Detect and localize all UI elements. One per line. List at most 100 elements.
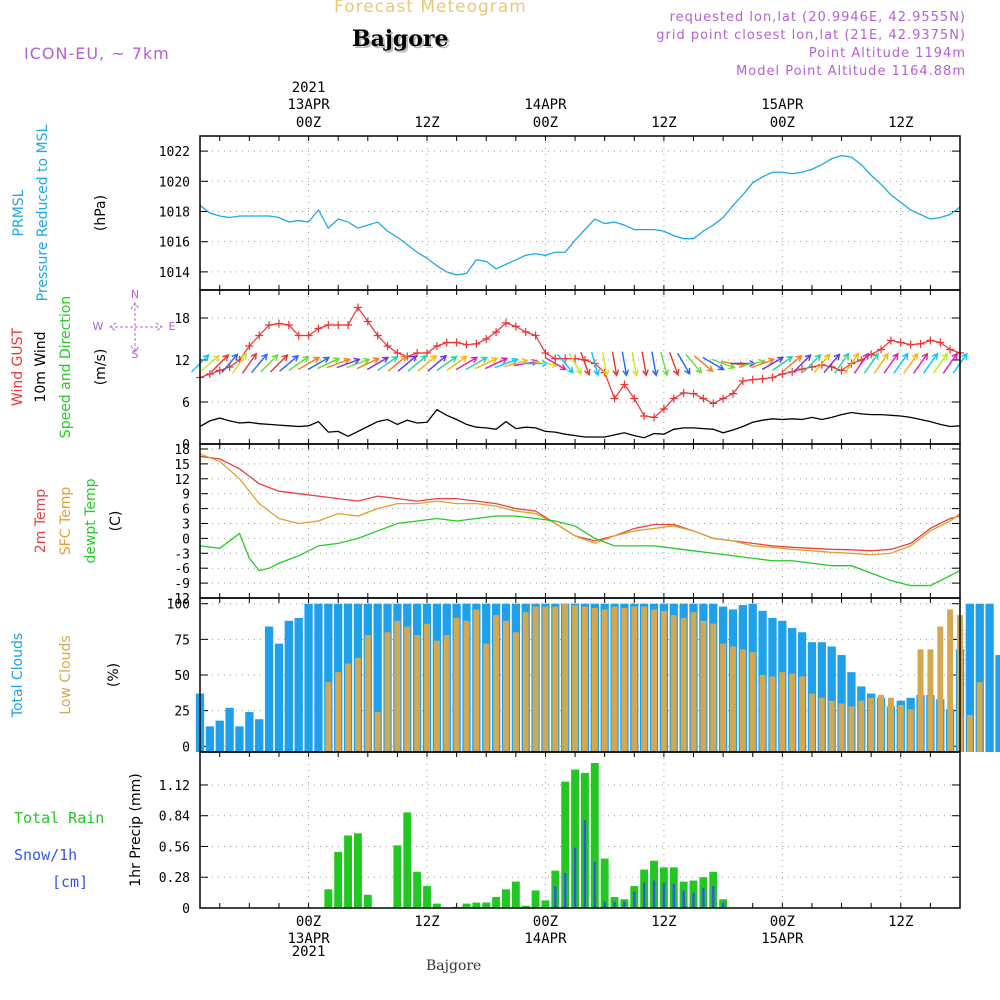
snow-bar: [652, 880, 656, 908]
rain-bar: [324, 889, 333, 908]
wind-arrow: [631, 351, 639, 377]
total-cloud-bar: [995, 655, 1000, 752]
gust-marker: [916, 339, 925, 348]
low-cloud-bar: [897, 704, 904, 752]
gust-marker: [748, 375, 757, 384]
total-cloud-bar: [324, 603, 333, 752]
wind-arrow: [853, 352, 870, 374]
low-cloud-bar: [878, 694, 884, 752]
top-time-label: 12Z: [414, 115, 439, 131]
low-cloud-bar: [611, 606, 618, 752]
gust-marker: [679, 388, 688, 397]
total-cloud-bar: [274, 643, 284, 752]
wind-arrow: [893, 352, 909, 374]
gust-marker: [768, 373, 777, 382]
gust-marker: [255, 331, 264, 340]
snow-bar: [692, 892, 695, 908]
wind-arrow: [377, 355, 399, 371]
y-tick-label: 6: [182, 503, 190, 518]
low-cloud-bar: [838, 703, 845, 752]
snow-bar: [603, 901, 606, 908]
low-cloud-bar: [947, 609, 954, 752]
gust-marker: [778, 370, 787, 378]
low-cloud-bar: [818, 697, 825, 752]
low-cloud-bar: [581, 606, 588, 752]
grid-coords: grid point closest lon,lat (21E, 42.9375…: [656, 28, 966, 43]
y-tick-label: 9: [182, 488, 190, 503]
wind-arrow: [288, 355, 310, 371]
wind-arrow: [455, 356, 479, 371]
gust-marker: [798, 365, 807, 374]
low-cloud-bar: [443, 635, 450, 752]
wind-arrow: [346, 357, 371, 369]
gust-marker: [817, 360, 826, 369]
y-tick-label: 1020: [159, 175, 190, 190]
point-altitude: Point Altitude 1194m: [808, 46, 966, 61]
wind-arrow: [813, 353, 831, 374]
gust-marker: [442, 338, 451, 347]
y-tick-label: 0.28: [159, 871, 190, 886]
wind-arrow: [677, 352, 691, 376]
gust-marker: [620, 380, 629, 389]
rain-bar: [462, 903, 471, 908]
low-cloud-bar: [779, 672, 786, 752]
wind-arrow: [751, 357, 776, 369]
bottom-time-label: 00Z: [296, 914, 321, 930]
low-cloud-bar: [660, 610, 667, 752]
top-date-label: 13APR: [287, 97, 330, 113]
low-cloud-bar: [710, 623, 717, 752]
wind-arrow: [621, 351, 630, 377]
rain-bar: [334, 851, 343, 908]
low-cloud-bar: [621, 607, 628, 752]
label-speed-direction: Speed and Direction: [58, 296, 74, 438]
snow-bar: [583, 820, 587, 908]
wind-arrow: [366, 356, 390, 371]
series-line-prmsl: [199, 154, 961, 276]
y-tick-label: 18: [174, 312, 190, 327]
label-total-clouds: Total Clouds: [10, 633, 26, 718]
compass-e: E: [169, 320, 176, 333]
low-cloud-bar: [680, 617, 687, 752]
top-date-label: 14APR: [524, 97, 567, 113]
compass-n: N: [131, 288, 139, 301]
wind-arrow: [407, 354, 428, 372]
y-tick-label: 1.12: [159, 779, 190, 794]
bottom-date-label: 15APR: [761, 931, 804, 947]
gust-marker: [274, 319, 283, 328]
low-cloud-bar: [384, 632, 391, 752]
wind-arrow: [932, 352, 948, 374]
low-cloud-bar: [858, 700, 865, 752]
rain-bar: [472, 902, 481, 908]
series-line-wind10m: [199, 408, 961, 439]
snow-bar: [554, 886, 557, 908]
y-tick-label: -6: [174, 562, 190, 577]
low-cloud-bar: [493, 615, 500, 752]
label-wind-gust: Wind GUST: [10, 327, 26, 406]
label-snow-unit: [cm]: [52, 873, 88, 891]
low-cloud-bar: [976, 682, 983, 752]
wind-arrow: [317, 357, 341, 370]
label-hpa: (hPa): [93, 195, 109, 231]
bottom-date-label: 13APR: [287, 931, 330, 947]
label-low-clouds: Low Clouds: [58, 635, 74, 714]
wind-arrow: [702, 356, 725, 371]
y-tick-label: 0: [182, 740, 190, 755]
snow-bar: [682, 890, 685, 908]
top-time-label: 00Z: [533, 115, 558, 131]
gust-marker: [728, 389, 737, 398]
top-time-label: 12Z: [888, 115, 913, 131]
gust-marker: [363, 317, 372, 326]
rain-bar: [541, 900, 550, 908]
snow-bar: [662, 882, 666, 908]
top-date-label: 15APR: [761, 97, 804, 113]
gust-marker: [383, 342, 392, 350]
compass-rose-icon: [109, 302, 163, 353]
gust-marker: [314, 324, 323, 333]
total-cloud-bar: [975, 603, 984, 752]
y-tick-label: 0: [182, 532, 190, 547]
wind-arrow: [221, 353, 239, 374]
rain-bar: [511, 881, 520, 908]
total-cloud-bar: [304, 603, 313, 752]
wind-arrow: [669, 351, 680, 377]
